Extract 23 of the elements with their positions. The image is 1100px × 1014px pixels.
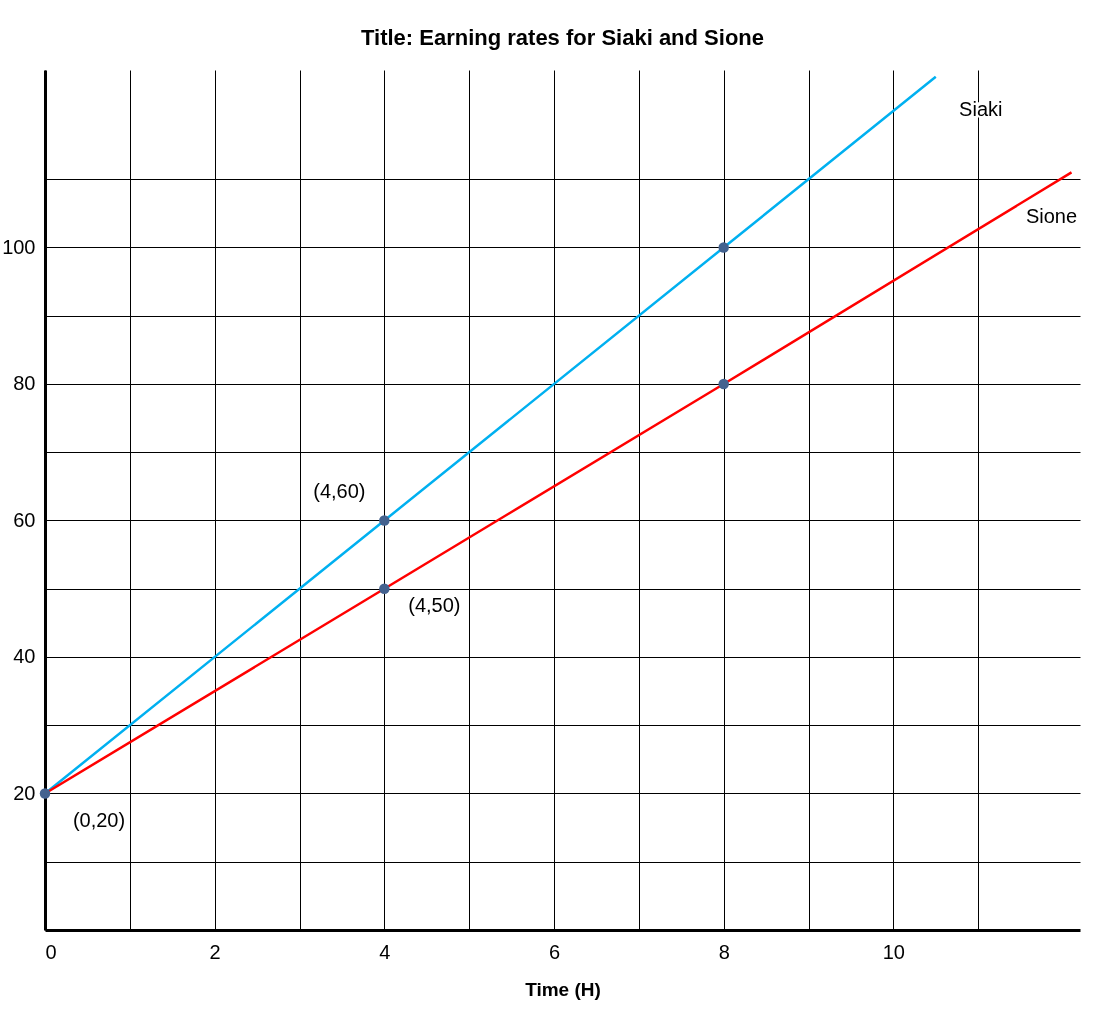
x-tick-label: 0 [45, 940, 57, 963]
series-label: Siaki [959, 97, 1003, 120]
annotation: (0,20) [72, 809, 126, 832]
chart-title: Title: Earning rates for Siaki and Sione [360, 25, 765, 50]
point [718, 242, 729, 253]
x-tick-label: 2 [209, 940, 221, 963]
y-tick-label: 40 [13, 645, 36, 668]
x-tick-label: 8 [718, 940, 730, 963]
annotation: (4,60) [313, 480, 366, 503]
y-tick-label: 80 [13, 372, 36, 395]
point [718, 378, 729, 390]
x-tick-label: 6 [548, 940, 561, 963]
point [379, 583, 390, 594]
series-label: Sione [1025, 205, 1078, 228]
y-tick-label: 100 [2, 235, 36, 258]
point [39, 788, 51, 799]
y-tick-label: 20 [13, 781, 36, 804]
x-tick-label: 10 [882, 940, 905, 963]
y-tick-label: 60 [13, 508, 36, 531]
x-axis-title: Time (H) [525, 978, 601, 1000]
x-tick-label: 4 [379, 940, 391, 963]
point [379, 515, 390, 526]
annotation: (4,50) [408, 593, 461, 616]
